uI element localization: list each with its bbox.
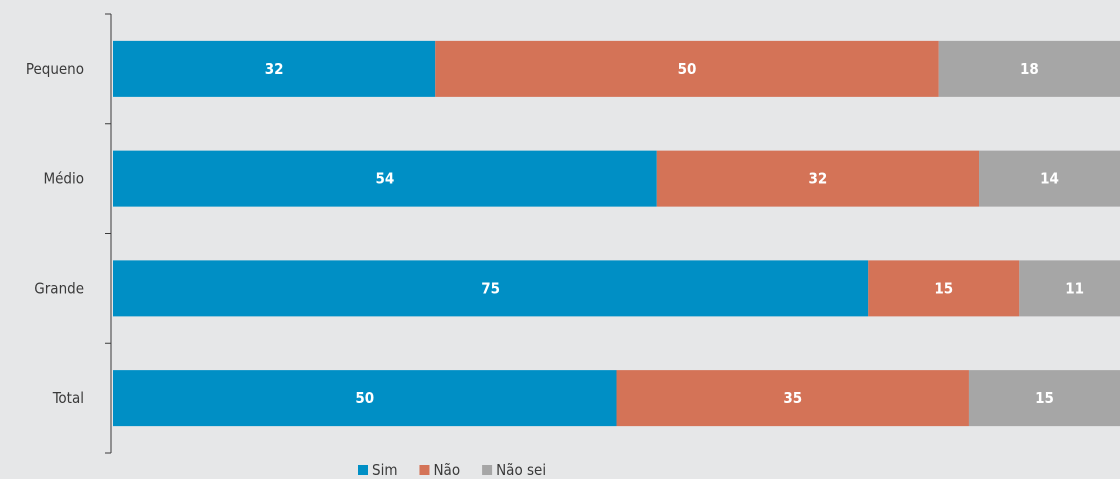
bar-nao-sei-grande: [1019, 260, 1120, 317]
legend-label-sim: Sim: [372, 461, 397, 479]
legend: Sim Não Não sei: [358, 461, 546, 479]
value-label-sim-pequeno: 32: [265, 60, 284, 78]
category-label-total: Total: [52, 389, 84, 407]
value-label-nao-grande: 15: [934, 279, 953, 297]
value-label-nao-pequeno: 50: [678, 60, 697, 78]
value-label-sim-grande: 75: [481, 279, 500, 297]
bar-sim-total: [113, 370, 617, 427]
value-label-nao-medio: 32: [809, 170, 828, 188]
bar-nao-grande: [868, 260, 1020, 317]
legend-swatch-nao: [419, 465, 430, 475]
legend-label-nao: Não: [433, 461, 460, 479]
bar-nao-medio: [656, 150, 980, 207]
value-label-nao-sei-total: 15: [1035, 389, 1054, 407]
bar-nao-sei-pequeno: [938, 40, 1120, 97]
legend-swatch-nao-sei: [482, 465, 493, 475]
bar-sim-grande: [113, 260, 869, 317]
value-label-nao-sei-grande: 11: [1065, 279, 1084, 297]
category-label-medio: Médio: [43, 170, 84, 188]
category-label-grande: Grande: [34, 279, 84, 297]
value-label-nao-total: 35: [783, 389, 802, 407]
bars: 32 50 18 54 32 14 75 15 11 50 35 15: [113, 40, 1120, 427]
bar-nao-sei-medio: [979, 150, 1120, 207]
value-label-nao-sei-pequeno: 18: [1020, 60, 1039, 78]
legend-swatch-sim: [358, 465, 368, 475]
bar-nao-sei-total: [968, 370, 1120, 427]
bar-nao-pequeno: [435, 40, 939, 97]
value-label-nao-sei-medio: 14: [1040, 170, 1059, 188]
value-label-sim-total: 50: [355, 389, 374, 407]
bar-sim-pequeno: [113, 40, 436, 97]
bar-nao-total: [616, 370, 969, 427]
bar-sim-medio: [113, 150, 657, 207]
value-label-sim-medio: 54: [375, 170, 394, 188]
category-axis: Pequeno Médio Grande Total: [26, 13, 112, 454]
legend-label-nao-sei: Não sei: [496, 461, 546, 479]
category-label-pequeno: Pequeno: [26, 60, 84, 78]
